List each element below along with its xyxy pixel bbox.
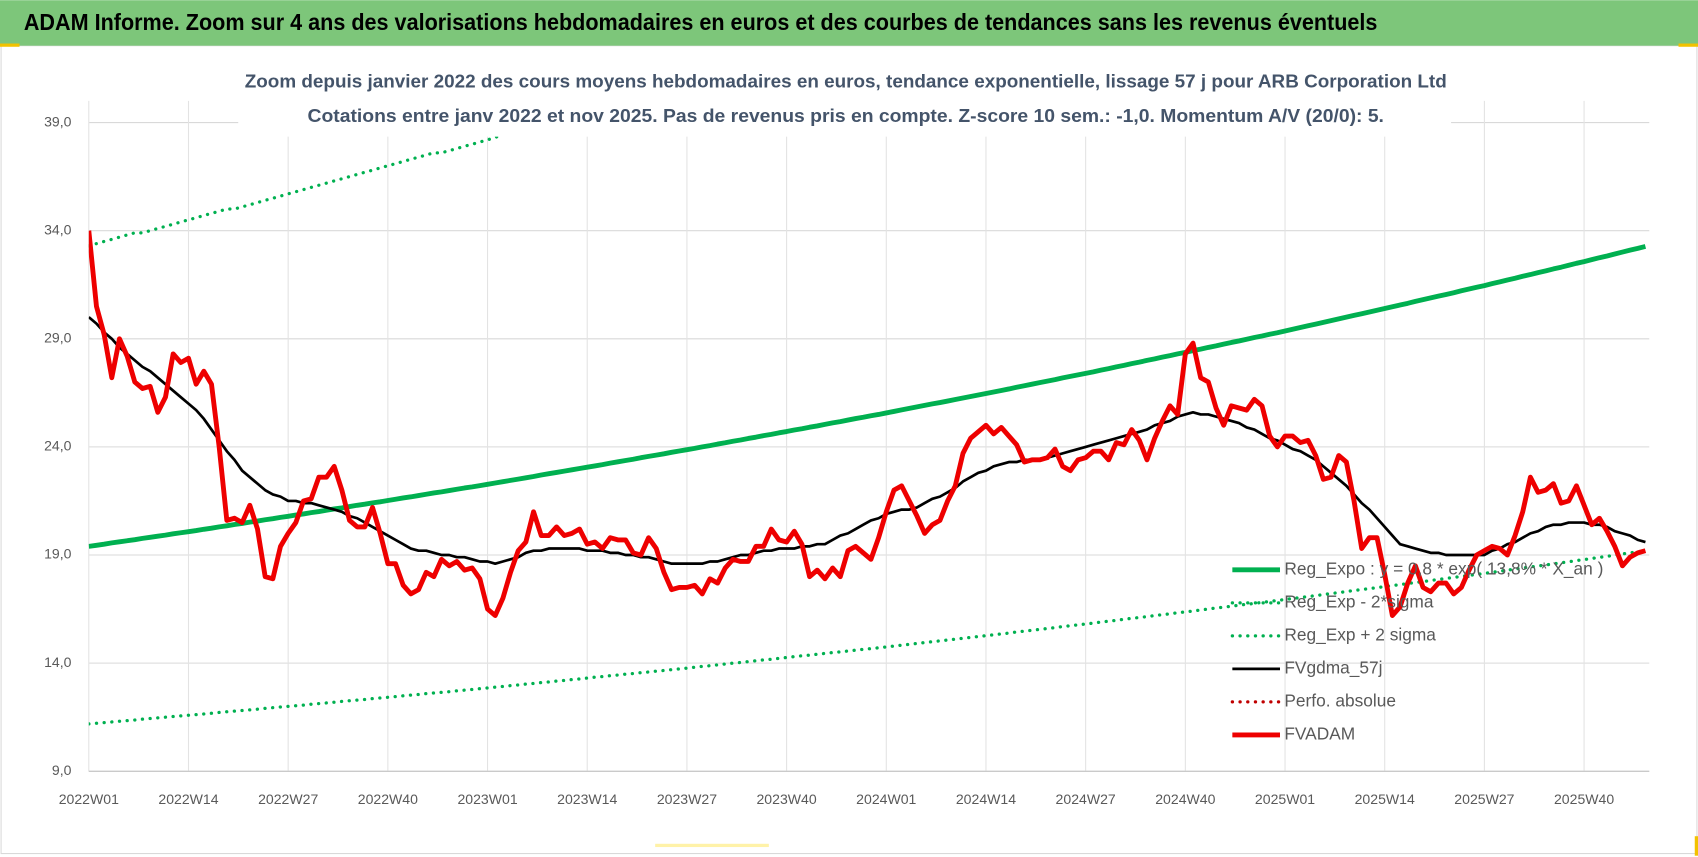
plot-area [88, 100, 1648, 726]
corner-mark [0, 43, 20, 47]
x-tick-label: 2025W40 [1554, 791, 1614, 807]
corner-mark [655, 843, 769, 848]
chart-subtitle: Zoom depuis janvier 2022 des cours moyen… [245, 70, 1447, 91]
y-tick-label: 39,0 [44, 113, 72, 129]
corner-mark [1694, 836, 1698, 856]
legend-label: Reg_Exp + 2 sigma [1284, 624, 1436, 644]
axes: 9,0 14,0 19,0 24,0 29,0 34,0 39,0 2022W01 2022W1… [44, 113, 1650, 807]
y-tick-label: 9,0 [52, 762, 72, 778]
x-tick-label: 2025W14 [1355, 791, 1415, 807]
x-tick-label: 2024W01 [856, 791, 916, 807]
series-line [88, 230, 1647, 618]
y-tick-label: 19,0 [44, 546, 72, 562]
legend-label: Reg_Expo : y = 0,8 * exp( 13,8% * X_an ) [1284, 558, 1603, 578]
series-line [88, 100, 624, 248]
subtitle-box [238, 65, 1452, 137]
y-tick-label: 14,0 [44, 654, 72, 670]
x-tick-label: 2023W01 [457, 791, 517, 807]
y-tick-label: 34,0 [44, 221, 72, 237]
series-line [88, 549, 1648, 726]
legend: Reg_Expo : y = 0,8 * exp( 13,8% * X_an )… [1230, 558, 1603, 744]
y-tick-label: 29,0 [44, 329, 72, 345]
x-tick-label: 2024W27 [1056, 791, 1116, 807]
header-bar [0, 0, 1698, 46]
page-title: ADAM Informe. Zoom sur 4 ans des valoris… [24, 9, 1378, 35]
corner-mark [1678, 43, 1698, 47]
legend-label: FVgdma_57j [1284, 657, 1382, 677]
x-tick-label: 2023W14 [557, 791, 617, 807]
x-tick-label: 2024W14 [956, 791, 1016, 807]
x-tick-label: 2022W14 [158, 791, 218, 807]
x-tick-label: 2024W40 [1155, 791, 1215, 807]
legend-label: FVADAM [1284, 724, 1355, 744]
legend-label: Reg_Exp - 2*sigma [1284, 591, 1434, 611]
x-tick-label: 2022W01 [59, 791, 119, 807]
x-tick-label: 2022W40 [358, 791, 418, 807]
x-tick-label: 2025W01 [1255, 791, 1315, 807]
legend-label: Perfo. absolue [1284, 691, 1396, 711]
x-tick-label: 2022W27 [258, 791, 318, 807]
y-tick-label: 24,0 [44, 438, 72, 454]
chart-subtitle: Cotations entre janv 2022 et nov 2025. P… [308, 105, 1384, 126]
x-tick-label: 2023W40 [756, 791, 816, 807]
x-tick-label: 2025W27 [1454, 791, 1514, 807]
x-tick-label: 2023W27 [657, 791, 717, 807]
